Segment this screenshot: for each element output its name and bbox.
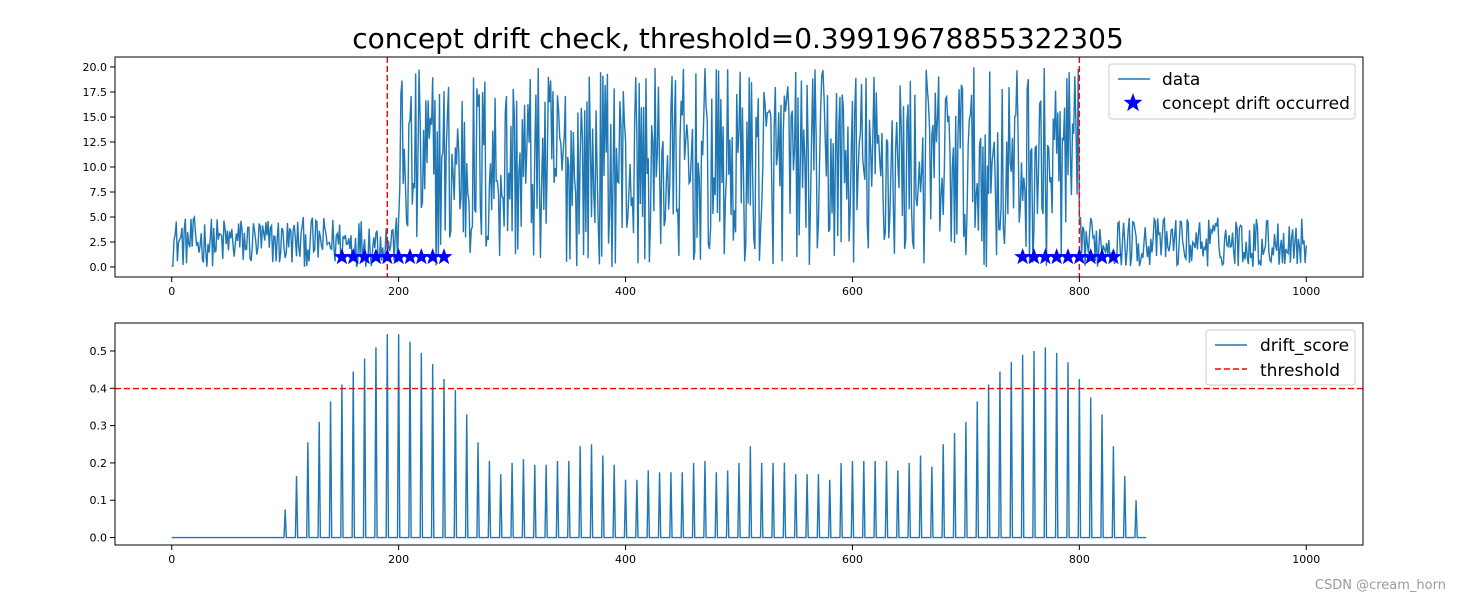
drift-star-marker [1014, 248, 1032, 265]
y-tick-label: 0.0 [90, 261, 108, 274]
x-tick-label: 200 [388, 553, 409, 566]
x-tick-label: 400 [615, 285, 636, 298]
bottom-legend: drift_score threshold [1205, 329, 1356, 386]
y-tick-label: 0.5 [90, 345, 108, 358]
x-tick-label: 800 [1069, 553, 1090, 566]
y-tick-label: 0.2 [90, 457, 108, 470]
drift-star-marker [1059, 248, 1077, 265]
y-tick-label: 5.0 [90, 211, 108, 224]
x-tick-label: 400 [615, 553, 636, 566]
x-tick-label: 800 [1069, 285, 1090, 298]
legend-threshold-label: threshold [1260, 361, 1340, 381]
drift-star-marker [333, 248, 351, 265]
watermark: CSDN @cream_horn [1314, 578, 1446, 593]
y-tick-label: 0.0 [90, 532, 108, 545]
x-tick-label: 1000 [1292, 553, 1320, 566]
x-tick-label: 0 [168, 285, 175, 298]
drift-star-marker [1104, 248, 1122, 265]
drift-star-marker [401, 248, 419, 265]
y-tick-label: 10.0 [83, 161, 108, 174]
legend-score-label: drift_score [1260, 336, 1349, 356]
legend-data-label: data [1162, 70, 1200, 90]
y-tick-label: 20.0 [83, 61, 108, 74]
top-legend: data concept drift occurred [1108, 63, 1356, 120]
y-tick-label: 2.5 [90, 236, 108, 249]
x-tick-label: 200 [388, 285, 409, 298]
bottom-axes: 0 200 400 600 800 1000 0.0 0.1 0.2 0.3 0.4 0.5 [90, 322, 1364, 566]
y-tick-label: 12.5 [83, 136, 108, 149]
legend-drift-label: concept drift occurred [1162, 94, 1350, 114]
x-tick-label: 600 [842, 285, 863, 298]
x-tick-label: 600 [842, 553, 863, 566]
y-tick-label: 15.0 [83, 111, 108, 124]
y-tick-label: 0.3 [90, 420, 108, 433]
legend-frame [1205, 329, 1356, 386]
legend-frame [1108, 63, 1356, 120]
y-tick-label: 7.5 [90, 186, 108, 199]
drift-star-marker [1025, 248, 1043, 265]
drift-star-marker [1036, 248, 1054, 265]
top-axes: 0 200 400 600 800 1000 0.0 2.5 5.0 7.5 10.0 12.5 15.… [83, 56, 1364, 298]
drift-star-marker [412, 248, 430, 265]
y-tick-label: 0.4 [90, 382, 108, 395]
chart-title: concept drift check, threshold=0.3991967… [352, 22, 1124, 55]
data-series-line [171, 67, 1307, 268]
drift-star-marker [435, 248, 453, 265]
drift-star-marker [1048, 248, 1066, 265]
x-tick-label: 1000 [1292, 285, 1320, 298]
x-tick-label: 0 [168, 553, 175, 566]
axes-frame [114, 322, 1364, 546]
drift-score-line [171, 334, 1147, 539]
legend-star-marker [1123, 93, 1143, 112]
y-tick-label: 0.1 [90, 494, 108, 507]
y-tick-label: 17.5 [83, 86, 108, 99]
